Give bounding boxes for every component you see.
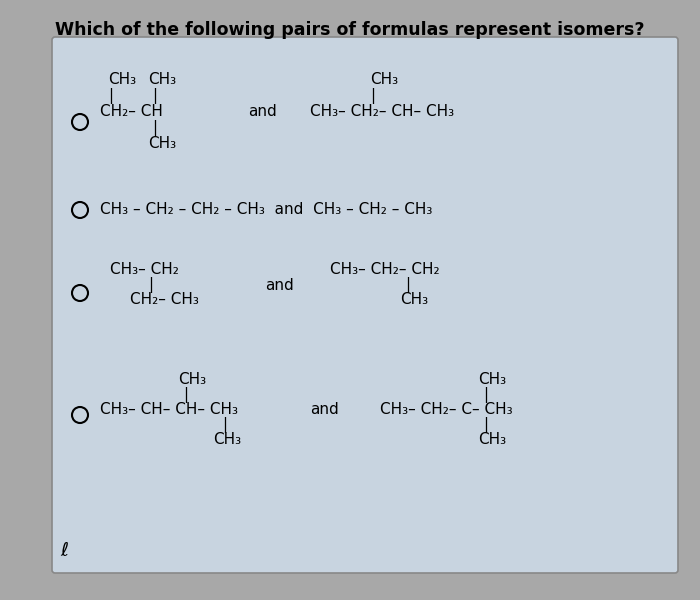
Text: CH₃: CH₃ (370, 73, 398, 88)
Text: |: | (370, 88, 375, 104)
Text: |: | (483, 387, 488, 403)
Text: |: | (148, 277, 153, 293)
Text: CH₂– CH₃: CH₂– CH₃ (130, 292, 199, 307)
Text: CH₃– CH₂– C– CH₃: CH₃– CH₂– C– CH₃ (380, 403, 512, 418)
Text: |: | (152, 88, 157, 104)
Text: CH₃ – CH₂ – CH₂ – CH₃  and  CH₃ – CH₂ – CH₃: CH₃ – CH₂ – CH₂ – CH₃ and CH₃ – CH₂ – CH… (100, 202, 433, 217)
Text: CH₃: CH₃ (148, 73, 176, 88)
Text: CH₃: CH₃ (178, 373, 206, 388)
Text: CH₃: CH₃ (108, 73, 136, 88)
Text: and: and (265, 277, 294, 292)
Text: CH₃: CH₃ (213, 433, 241, 448)
FancyBboxPatch shape (52, 37, 678, 573)
Text: Which of the following pairs of formulas represent isomers?: Which of the following pairs of formulas… (55, 21, 645, 39)
Text: |: | (222, 417, 227, 433)
Text: CH₃: CH₃ (478, 433, 506, 448)
Text: CH₂– CH: CH₂– CH (100, 104, 163, 119)
Text: ℓ: ℓ (60, 541, 68, 559)
Text: and: and (248, 104, 276, 119)
Text: CH₃: CH₃ (400, 292, 428, 307)
Text: |: | (483, 417, 488, 433)
Text: CH₃: CH₃ (478, 373, 506, 388)
Text: CH₃: CH₃ (148, 136, 176, 151)
Text: CH₃– CH– CH– CH₃: CH₃– CH– CH– CH₃ (100, 403, 238, 418)
Text: |: | (405, 277, 410, 293)
Text: and: and (310, 403, 339, 418)
Text: |: | (152, 120, 157, 136)
Text: CH₃– CH₂: CH₃– CH₂ (110, 263, 179, 277)
Text: |: | (183, 387, 188, 403)
Text: CH₃– CH₂– CH– CH₃: CH₃– CH₂– CH– CH₃ (310, 104, 454, 119)
Text: CH₃– CH₂– CH₂: CH₃– CH₂– CH₂ (330, 263, 440, 277)
Text: |: | (108, 88, 113, 104)
